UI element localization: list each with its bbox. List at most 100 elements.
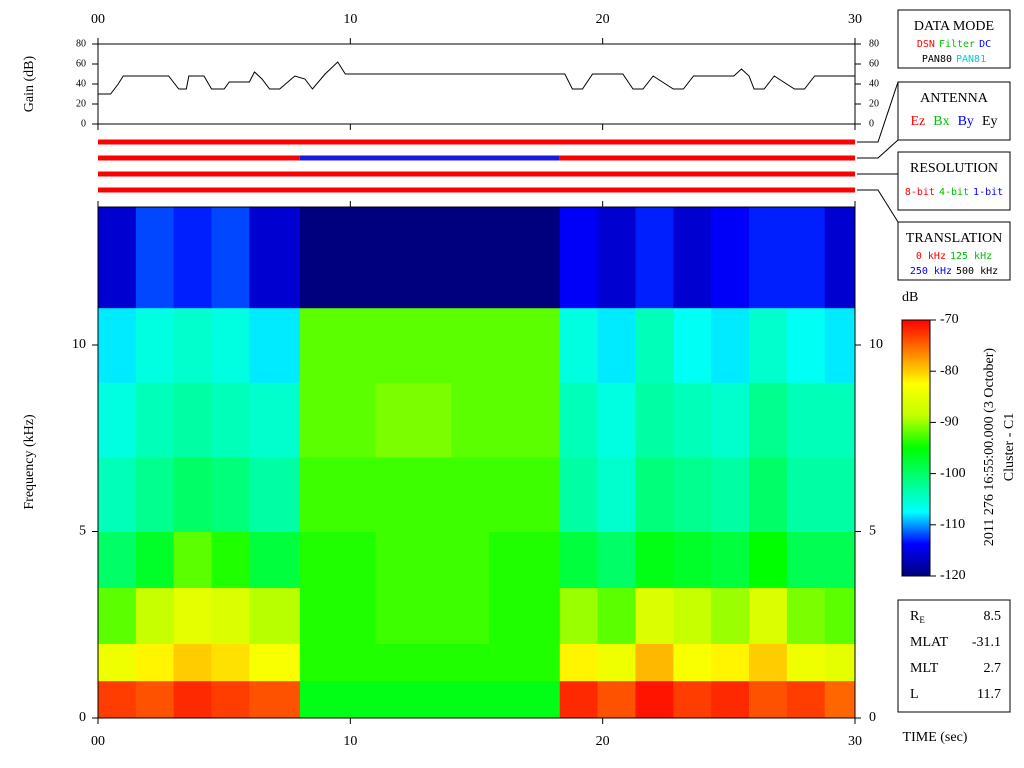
heat-cell [786, 680, 826, 719]
heat-cell [135, 587, 175, 644]
heat-cell [211, 207, 250, 309]
connector [857, 139, 899, 159]
colorbar-tick-label: -120 [940, 568, 966, 583]
option-label: 0 kHz [916, 251, 946, 262]
heat-cell [673, 382, 712, 458]
heat-cell [451, 382, 490, 458]
option-label: DSN [917, 39, 935, 50]
side-panel: DATA MODE DSN Filter DC PAN80 PAN81 ANTENNA Ez B… [897, 9, 1011, 713]
y-tick-label: 40 [869, 78, 879, 89]
y-tick-label: 10 [869, 337, 883, 352]
y-tick-label: 60 [76, 58, 86, 69]
heat-cell [786, 207, 826, 309]
heat-cell [211, 531, 250, 588]
option-label: 500 kHz [956, 266, 998, 277]
x-tick-label: 30 [848, 734, 862, 749]
heat-cell [413, 680, 452, 719]
x-tick-label: 00 [91, 12, 105, 27]
heat-cell [635, 207, 674, 309]
heat-cell [135, 680, 175, 719]
y-axis-label: Gain (dB) [22, 55, 37, 112]
heat-cell [786, 307, 826, 383]
info-label-main: R [910, 609, 920, 624]
heat-cell [135, 456, 175, 533]
heat-cell [489, 382, 528, 458]
option-label: 250 kHz [910, 266, 952, 277]
info-value: 11.7 [977, 687, 1001, 702]
heat-cell [98, 382, 137, 458]
box-title: RESOLUTION [910, 161, 998, 176]
heat-cell [559, 531, 599, 588]
colorbar [901, 319, 931, 577]
heat-cell [489, 207, 528, 309]
connector [857, 189, 899, 223]
heat-cell [749, 382, 788, 458]
colorbar-label: dB [902, 290, 918, 305]
info-label-main: L [910, 687, 919, 702]
heat-cell [489, 587, 528, 644]
option-label: 8-bit [905, 187, 935, 198]
box-title: TRANSLATION [906, 231, 1002, 246]
heat-cell [824, 456, 856, 533]
box-title: DATA MODE [914, 19, 994, 34]
heat-cell [299, 587, 339, 644]
legend-box [897, 9, 1011, 69]
heat-cell [211, 307, 250, 383]
heat-cell [211, 643, 250, 682]
heat-cell [337, 207, 377, 309]
heat-cell [375, 456, 414, 533]
x-tick-label: 20 [596, 734, 610, 749]
heat-cell [749, 456, 788, 533]
legend-box [897, 81, 1011, 141]
y-tick-label: 0 [79, 710, 86, 725]
heat-cell [337, 382, 377, 458]
heat-cell [749, 643, 788, 682]
heat-cell [299, 680, 339, 719]
info-value: 2.7 [984, 661, 1002, 676]
y-tick-label: 60 [869, 58, 879, 69]
y-tick-label: 20 [869, 98, 879, 109]
box-title: ANTENNA [920, 91, 989, 106]
heat-cell [635, 307, 674, 383]
heat-cell [711, 680, 750, 719]
heat-cell [98, 456, 137, 533]
heat-cell [173, 382, 213, 458]
option-label: PAN80 [922, 54, 952, 65]
heat-cell [135, 307, 175, 383]
y-tick-label: 0 [869, 118, 874, 129]
heat-cell [413, 307, 452, 383]
heat-cell [451, 531, 490, 588]
plot-frame [97, 206, 856, 719]
heat-cell [98, 587, 137, 644]
heat-cell [526, 207, 561, 309]
gain-line [98, 61, 855, 95]
heat-cell [597, 643, 636, 682]
colorbar-tick-label: -110 [940, 517, 965, 532]
box-options: 8-bit 4-bit 1-bit [905, 187, 1003, 198]
heat-cell [299, 531, 339, 588]
heat-cell [299, 456, 339, 533]
heat-cell [173, 680, 213, 719]
y-axis-label: Frequency (kHz) [22, 414, 37, 510]
heat-cell [173, 531, 213, 588]
heat-cell [526, 587, 561, 644]
heat-cell [135, 382, 175, 458]
heat-cell [824, 531, 856, 588]
heat-cell [173, 307, 213, 383]
heat-cell [824, 643, 856, 682]
heat-cell [824, 307, 856, 383]
heat-cell [249, 587, 301, 644]
colorbar-tick-label: -100 [940, 466, 966, 481]
status-segment [98, 155, 300, 161]
heat-cell [489, 531, 528, 588]
heat-cell [526, 643, 561, 682]
heat-cell [597, 587, 636, 644]
heat-cell [451, 680, 490, 719]
heat-cell [711, 382, 750, 458]
info-label: RE [910, 609, 925, 625]
heat-cell [673, 207, 712, 309]
heat-cell [635, 382, 674, 458]
heat-cell [559, 382, 599, 458]
legend-box [897, 221, 1011, 281]
